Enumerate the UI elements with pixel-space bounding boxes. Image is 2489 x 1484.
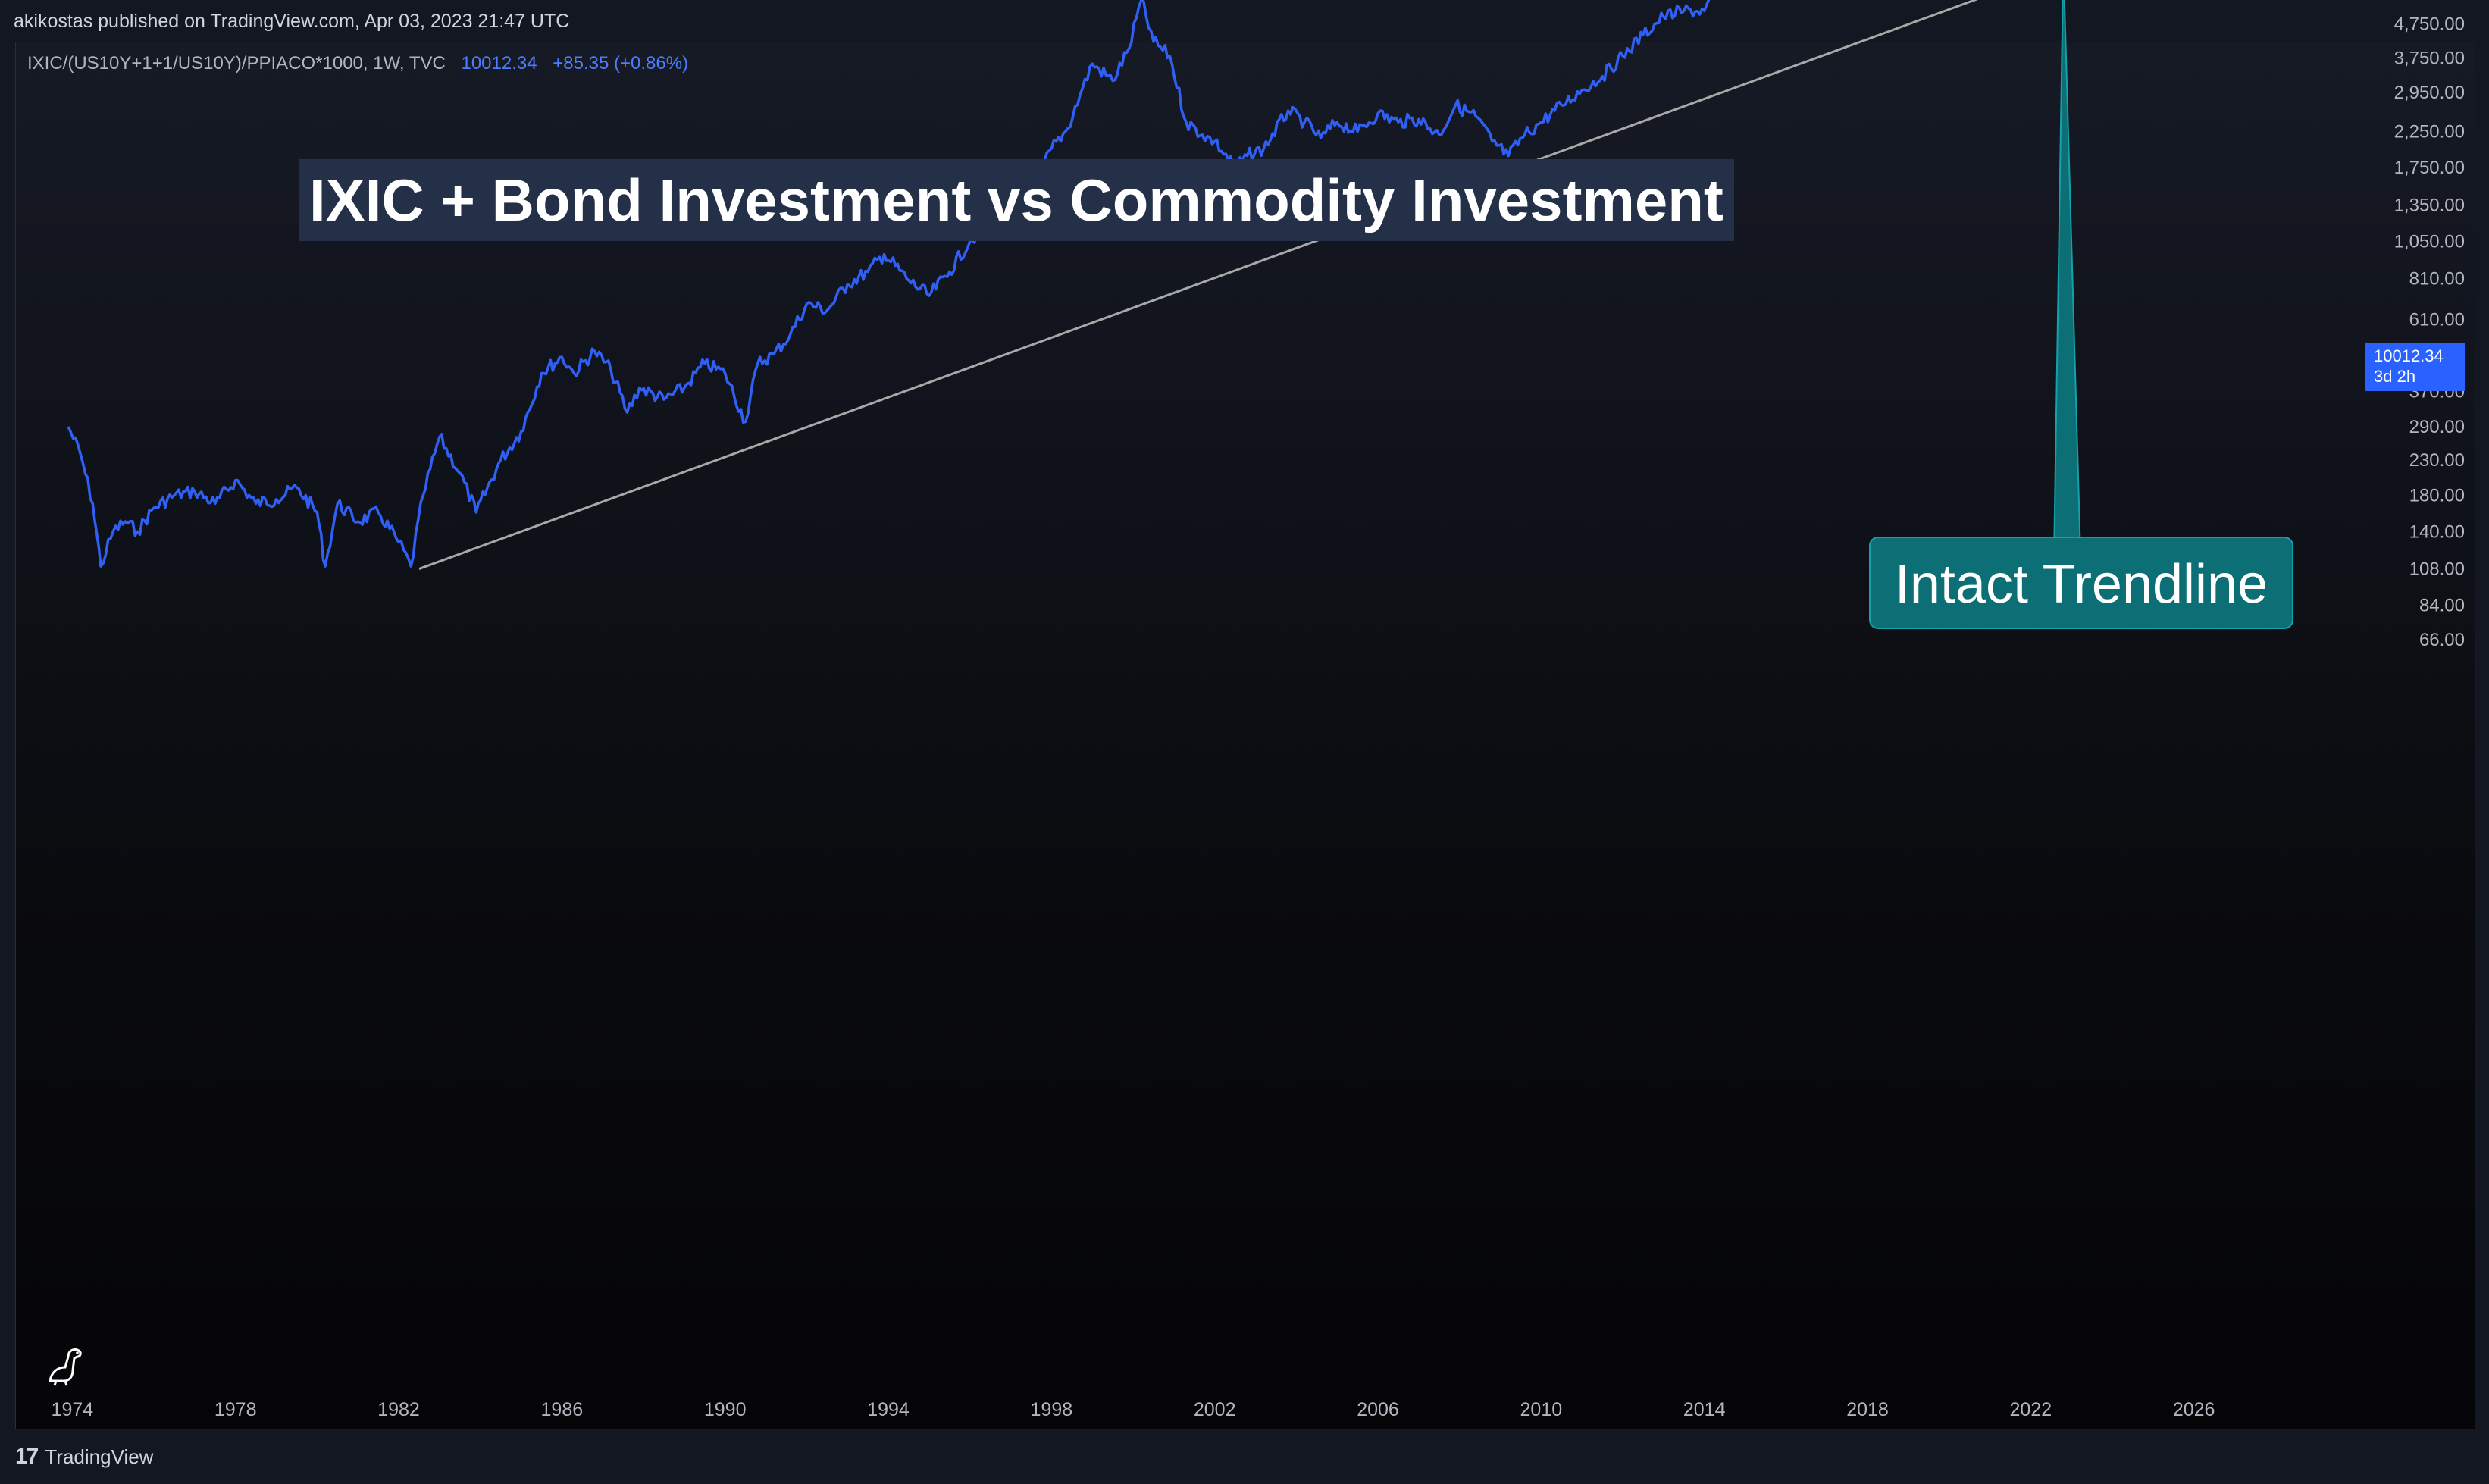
publisher-info: akikostas published on TradingView.com, … <box>14 11 570 32</box>
chart-title: IXIC + Bond Investment vs Commodity Inve… <box>299 159 1734 241</box>
y-tick-label: 4,750.00 <box>2394 14 2465 34</box>
last-price-badge: 10012.34 3d 2h <box>2365 343 2465 391</box>
y-tick-label: 2,250.00 <box>2394 121 2465 142</box>
last-price-value: 10012.34 <box>2374 346 2444 365</box>
x-tick-label: 1990 <box>704 1399 747 1420</box>
tradingview-brand: TradingView <box>45 1445 154 1468</box>
y-tick-label: 290.00 <box>2409 417 2465 437</box>
x-tick-label: 2022 <box>2010 1399 2052 1420</box>
x-tick-label: 1986 <box>541 1399 584 1420</box>
y-tick-label: 3,750.00 <box>2394 48 2465 68</box>
x-tick-label: 2002 <box>1194 1399 1236 1420</box>
y-tick-label: 6,000.00 <box>2394 0 2465 1</box>
dino-icon[interactable] <box>44 1342 86 1387</box>
x-tick-label: 2018 <box>1846 1399 1889 1420</box>
footer-bar <box>0 1429 2489 1484</box>
y-tick-label: 84.00 <box>2419 595 2465 615</box>
symbol-legend[interactable]: IXIC/(US10Y+1+1/US10Y)/PPIACO*1000, 1W, … <box>27 53 688 74</box>
y-tick-label: 230.00 <box>2409 450 2465 471</box>
y-tick-label: 610.00 <box>2409 310 2465 330</box>
y-tick-label: 1,750.00 <box>2394 158 2465 178</box>
bar-countdown: 3d 2h <box>2374 367 2416 386</box>
y-tick-label: 810.00 <box>2409 269 2465 290</box>
trendline-callout: Intact Trendline <box>1869 537 2293 629</box>
publisher-bar: akikostas published on TradingView.com, … <box>0 0 2489 45</box>
price-series-line[interactable] <box>67 0 2082 568</box>
tradingview-logo[interactable]: 17 TradingView <box>15 1444 153 1470</box>
x-tick-label: 1982 <box>377 1399 420 1420</box>
x-tick-label: 1994 <box>867 1399 910 1420</box>
y-tick-label: 2,950.00 <box>2394 83 2465 103</box>
callout-pointer <box>2053 0 2081 540</box>
tradingview-mark-icon: 17 <box>15 1444 39 1469</box>
callout-pointer-layer <box>2053 0 2081 540</box>
x-tick-label: 1978 <box>214 1399 257 1420</box>
legend-last-price: 10012.34 <box>461 53 537 74</box>
price-scale: 66.00 84.00 108.00 140.00 180.00 230.00 290.00… <box>2394 0 2465 650</box>
x-tick-label: 2026 <box>2173 1399 2215 1420</box>
y-tick-label: 1,050.00 <box>2394 231 2465 252</box>
x-tick-label: 2006 <box>1357 1399 1399 1420</box>
legend-change: +85.35 (+0.86%) <box>553 53 689 74</box>
x-tick-label: 1974 <box>52 1399 94 1420</box>
time-scale: 1974 1978 1982 1986 1990 1994 1998 2002 2006 2010… <box>52 1399 2215 1420</box>
series-layer <box>67 0 2082 568</box>
symbol-name: IXIC/(US10Y+1+1/US10Y)/PPIACO*1000, 1W, … <box>27 53 446 74</box>
y-tick-label: 1,350.00 <box>2394 196 2465 216</box>
x-tick-label: 2014 <box>1683 1399 1726 1420</box>
x-tick-label: 2010 <box>1520 1399 1563 1420</box>
y-tick-label: 66.00 <box>2419 630 2465 650</box>
y-tick-label: 108.00 <box>2409 559 2465 580</box>
y-tick-label: 180.00 <box>2409 485 2465 506</box>
x-tick-label: 1998 <box>1031 1399 1073 1420</box>
y-tick-label: 140.00 <box>2409 521 2465 542</box>
